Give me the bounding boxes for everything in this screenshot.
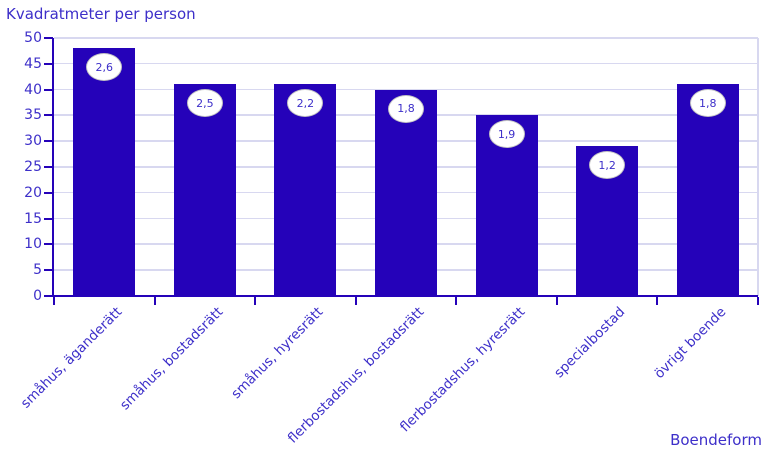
- y-tick-label: 0: [33, 288, 42, 304]
- x-axis-title: Boendeform: [670, 431, 762, 449]
- bar[interactable]: [173, 84, 236, 296]
- bar[interactable]: [274, 84, 337, 296]
- x-axis: [52, 295, 758, 297]
- y-axis-tick: [44, 140, 53, 143]
- bar-value-bubble: 1,8: [388, 94, 424, 123]
- x-category-label: småhus, bostadsrätt: [116, 304, 227, 414]
- y-axis-tick: [44, 114, 53, 117]
- y-axis-tick: [44, 191, 53, 194]
- y-tick-label: 30: [24, 133, 42, 150]
- x-axis-tick: [153, 297, 156, 305]
- y-gridline: [54, 88, 758, 91]
- x-axis-tick: [354, 297, 357, 305]
- y-axis-tick: [44, 269, 53, 272]
- y-tick-label: 10: [24, 236, 42, 253]
- x-axis-tick: [656, 297, 659, 305]
- y-axis-tick: [44, 88, 53, 91]
- y-axis-tick: [44, 62, 53, 65]
- x-category-label: småhus, äganderätt: [18, 304, 126, 412]
- plot-right-border: [757, 38, 759, 296]
- y-tick-label: 50: [24, 30, 42, 46]
- x-axis-tick: [757, 297, 759, 305]
- bar-value-bubble: 1,8: [689, 89, 726, 118]
- x-axis-tick: [254, 297, 257, 305]
- y-tick-label: 20: [24, 184, 42, 201]
- y-gridline: [54, 37, 758, 39]
- y-tick-label: 15: [24, 210, 42, 227]
- y-axis-tick: [44, 243, 53, 246]
- bar-value-bubble: 1,9: [488, 120, 525, 149]
- chart-title: Kvadratmeter per person: [6, 5, 196, 23]
- bar-value-bubble: 2,2: [287, 89, 324, 118]
- x-axis-tick: [53, 297, 55, 305]
- bar[interactable]: [73, 48, 136, 296]
- bar-value-bubble: 2,6: [86, 53, 123, 82]
- y-axis-tick: [44, 295, 53, 297]
- x-category-label: småhus, hyresrätt: [228, 304, 327, 403]
- y-tick-label: 45: [24, 55, 42, 72]
- y-gridline: [54, 62, 758, 65]
- bar[interactable]: [375, 89, 437, 296]
- x-axis-tick: [455, 297, 458, 305]
- y-axis-tick: [44, 37, 53, 39]
- bar[interactable]: [676, 84, 739, 296]
- bar-value-bubble: 2,5: [186, 89, 223, 118]
- y-axis-tick: [44, 217, 53, 220]
- y-axis: [52, 38, 54, 297]
- x-axis-tick: [555, 297, 558, 305]
- x-category-label: specialbostad: [551, 304, 629, 382]
- bar-value-bubble: 1,2: [589, 151, 626, 180]
- y-tick-label: 35: [24, 107, 42, 124]
- y-tick-label: 40: [24, 81, 42, 98]
- y-tick-label: 5: [33, 262, 42, 279]
- y-axis-tick: [44, 166, 53, 168]
- x-category-label: övrigt boende: [651, 304, 730, 382]
- y-tick-label: 25: [24, 159, 42, 175]
